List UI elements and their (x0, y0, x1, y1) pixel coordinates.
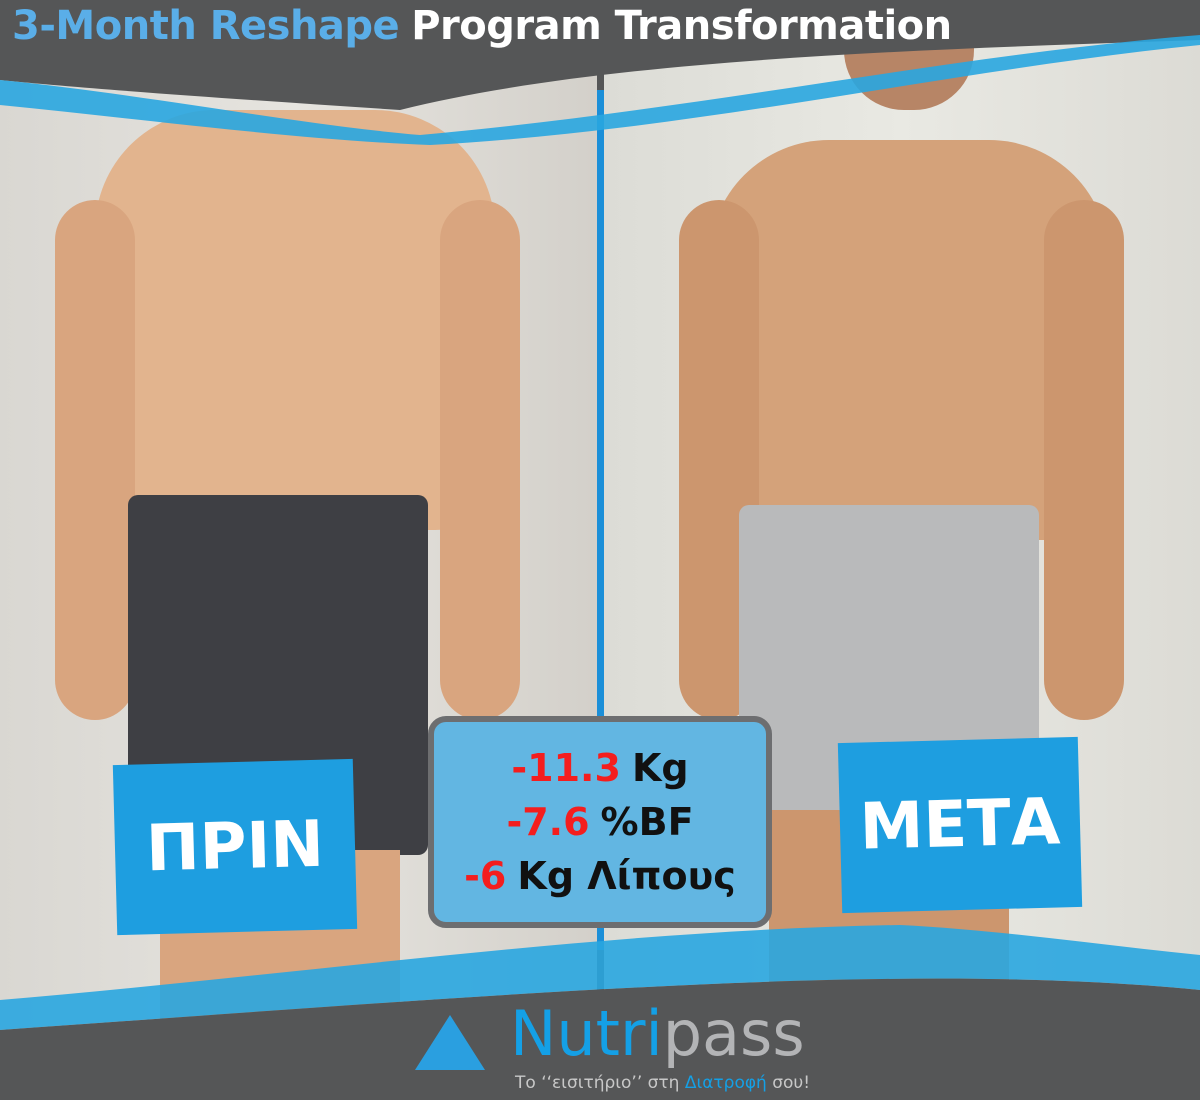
before-torso (95, 110, 495, 530)
after-right-arm (1044, 200, 1124, 720)
stat-value: -11.3 (511, 746, 621, 790)
tagline-end: σου! (766, 1073, 811, 1093)
title-highlight: 3-Month Reshape (12, 3, 400, 49)
footer-band (0, 978, 1200, 1100)
nutripass-triangle-icon (415, 1015, 485, 1070)
photo-divider (597, 90, 604, 950)
tagline-highlight: Διατροφή (684, 1073, 767, 1093)
page-title: 3-Month Reshape Program Transformation (12, 2, 952, 50)
brand-name-part2: pass (662, 997, 805, 1070)
before-label: ΠΡΙΝ (112, 758, 358, 936)
stat-unit: Kg Λίπους (517, 854, 736, 898)
footer-wave (0, 925, 1200, 1030)
brand-name-part1: Nutri (510, 997, 663, 1070)
before-left-arm (55, 200, 135, 720)
brand-tagline: Το ‘‘εισιτήριο’’ στη Διατροφή σου! (515, 1072, 810, 1094)
stat-value: -7.6 (506, 800, 590, 844)
after-label: ΜΕΤΑ (837, 736, 1083, 914)
stat-weight: -11.3 Kg (511, 745, 688, 791)
after-label-text: ΜΕΤΑ (858, 785, 1062, 865)
nutripass-logo: Nutri pass Το ‘‘εισιτήριο’’ στη Διατροφή … (410, 1002, 830, 1100)
brand-name: Nutri pass (510, 1002, 805, 1066)
header-wave (0, 35, 1200, 145)
before-right-arm (440, 200, 520, 720)
stat-bodyfat: -7.6 %BF (506, 799, 693, 845)
title-rest: Program Transformation (411, 3, 952, 49)
stat-value: -6 (464, 854, 507, 898)
header-band (0, 0, 1200, 110)
stat-fat-mass: -6 Kg Λίπους (464, 853, 736, 899)
before-label-text: ΠΡΙΝ (145, 807, 325, 887)
stat-unit: %BF (600, 800, 694, 844)
stat-unit: Kg (631, 746, 689, 790)
tagline-start: Το ‘‘εισιτήριο’’ στη (515, 1073, 685, 1093)
after-torso (709, 140, 1109, 540)
results-box: -11.3 Kg -7.6 %BF -6 Kg Λίπους (428, 716, 772, 928)
